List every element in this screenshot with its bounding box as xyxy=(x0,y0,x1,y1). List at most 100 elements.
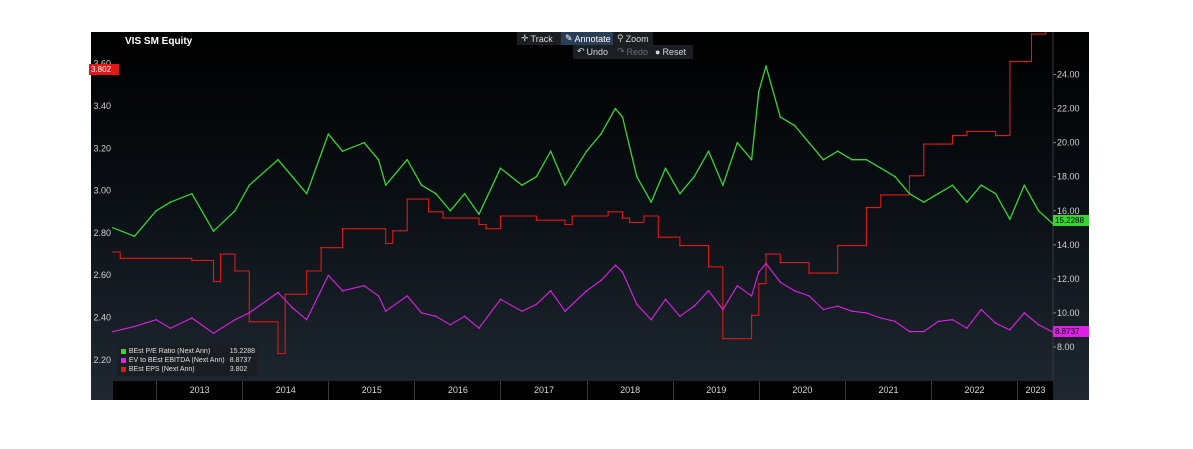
data-point xyxy=(155,210,157,212)
data-point xyxy=(607,211,609,213)
data-point xyxy=(657,236,660,238)
right-tick-label: 8.00 xyxy=(1057,342,1075,352)
data-point xyxy=(758,282,760,285)
data-point xyxy=(585,215,588,217)
zoom-button[interactable]: ⚲ Zoom xyxy=(613,32,653,45)
data-point xyxy=(449,210,452,212)
data-point xyxy=(191,317,193,319)
data-point xyxy=(851,310,853,313)
data-point xyxy=(808,141,810,144)
data-point xyxy=(951,184,954,186)
data-point xyxy=(1002,134,1004,137)
data-point xyxy=(327,133,330,135)
legend-item-pe[interactable]: BEst P/E Ratio (Next Ann) 15.2288 xyxy=(121,347,255,356)
data-point xyxy=(169,327,172,330)
chart-plot[interactable]: 2.20 2.40 2.60 2.80 3.00 3.20 3.40 3.60 8.00 10.… xyxy=(91,32,1089,400)
data-point xyxy=(951,318,954,321)
legend-value: 8.8737 xyxy=(229,357,252,364)
data-point xyxy=(133,325,136,328)
data-point xyxy=(1037,324,1040,326)
data-point xyxy=(693,305,695,307)
data-point xyxy=(248,321,251,323)
data-point xyxy=(499,298,502,301)
legend-value: 15.2288 xyxy=(229,348,255,355)
data-point xyxy=(736,284,739,287)
data-point xyxy=(377,295,380,297)
data-point xyxy=(628,221,631,224)
left-tick-label: 2.60 xyxy=(93,270,111,280)
x-tick-label: 2020 xyxy=(758,381,845,400)
data-point xyxy=(564,184,566,186)
right-tick-label: 22.00 xyxy=(1057,104,1080,114)
data-point xyxy=(958,134,961,137)
data-point xyxy=(406,295,409,297)
data-point xyxy=(234,270,236,272)
legend-name: BEst EPS (Next Ann) xyxy=(128,366,195,373)
annotate-button[interactable]: ✎ Annotate xyxy=(561,32,613,45)
data-point xyxy=(736,141,739,144)
legend-item-ev[interactable]: EV to BEst EBITDA (Next Ann) 8.8737 xyxy=(121,356,255,365)
redo-button[interactable]: ↷ Redo xyxy=(613,45,651,58)
data-point xyxy=(212,280,215,283)
data-point xyxy=(693,175,695,178)
data-point xyxy=(836,244,839,247)
data-point xyxy=(779,281,782,284)
legend-value: 3.802 xyxy=(229,366,248,373)
data-point xyxy=(1009,60,1011,63)
data-point xyxy=(966,130,968,133)
data-point xyxy=(212,332,215,335)
zoom-label: Zoom xyxy=(625,33,649,44)
data-point xyxy=(894,175,896,178)
undo-button[interactable]: ↶ Undo xyxy=(573,45,613,58)
data-point xyxy=(966,201,968,203)
data-point xyxy=(614,264,617,266)
legend-item-eps[interactable]: BEst EPS (Next Ann) 3.802 xyxy=(121,365,255,374)
data-point xyxy=(765,65,767,67)
x-tick-label: 2016 xyxy=(414,381,500,400)
data-point xyxy=(707,290,710,292)
data-point xyxy=(392,230,394,232)
track-button[interactable]: ✛ Track xyxy=(517,32,561,45)
data-point xyxy=(305,192,308,195)
data-point xyxy=(966,327,968,330)
data-point xyxy=(822,158,825,161)
left-tick-label: 3.00 xyxy=(93,186,111,196)
x-tick-label: 2023 xyxy=(1017,381,1053,400)
data-point xyxy=(915,175,918,177)
data-point xyxy=(356,227,358,230)
right-tick-label: 24.00 xyxy=(1057,70,1080,80)
data-point xyxy=(427,211,430,213)
data-point xyxy=(923,201,925,203)
data-point xyxy=(707,266,710,268)
data-point xyxy=(793,290,796,292)
data-point xyxy=(291,175,294,178)
data-point xyxy=(406,158,409,161)
data-point xyxy=(478,213,480,215)
data-point xyxy=(449,324,452,326)
data-point xyxy=(851,158,853,161)
data-point xyxy=(305,318,308,321)
data-point xyxy=(880,194,882,196)
left-tick-label: 2.40 xyxy=(93,313,111,323)
data-point xyxy=(234,318,236,321)
legend: BEst P/E Ratio (Next Ann) 15.2288 EV to … xyxy=(117,345,257,376)
data-point xyxy=(521,184,523,186)
series-layer xyxy=(112,32,1054,355)
data-point xyxy=(564,310,566,313)
reset-button[interactable]: ● Reset xyxy=(651,45,693,58)
data-point xyxy=(406,198,409,200)
x-tick-label: 2014 xyxy=(242,381,328,400)
data-point xyxy=(1037,210,1040,212)
data-point xyxy=(650,318,652,321)
data-point xyxy=(980,308,982,311)
redo-icon: ↷ xyxy=(617,46,625,56)
right-tick-label: 12.00 xyxy=(1057,274,1080,284)
data-point xyxy=(994,134,997,137)
data-point xyxy=(1023,312,1026,314)
data-point xyxy=(435,315,437,318)
data-point xyxy=(384,184,387,186)
data-point xyxy=(363,141,365,144)
data-point xyxy=(779,261,782,264)
data-point xyxy=(234,210,236,212)
data-point xyxy=(341,290,344,292)
